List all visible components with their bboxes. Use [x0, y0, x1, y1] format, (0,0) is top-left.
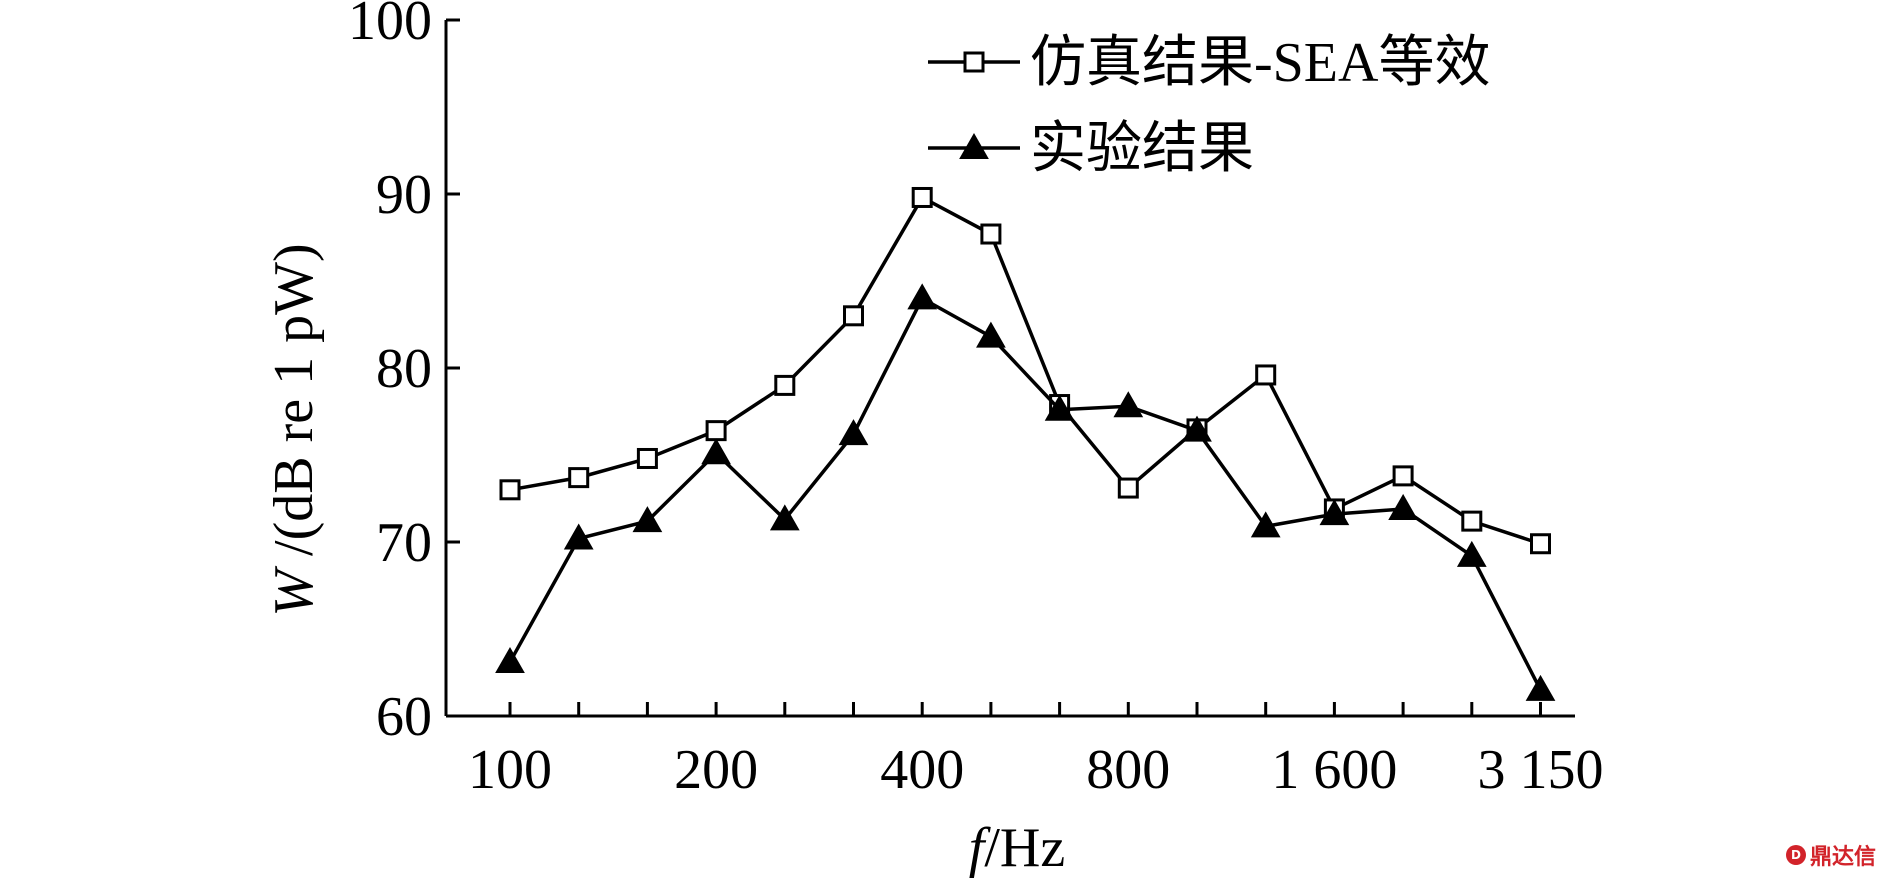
series-2 — [495, 283, 1556, 701]
data-point-square — [1461, 510, 1483, 532]
data-point-triangle — [1456, 540, 1487, 567]
x-tick-label: 3 150 — [1478, 739, 1604, 801]
y-tick-label: 70 — [376, 512, 432, 574]
data-point-square — [705, 420, 727, 442]
data-point-triangle — [632, 506, 663, 533]
legend-item-1: 仿真结果-SEA等效 — [928, 32, 1490, 94]
data-point-square — [499, 479, 521, 501]
y-axis-title: W /(dB re 1 pW) — [263, 243, 325, 616]
ticks: 60 70 80 90 100 100 200 400 800 1 600 3 150 — [348, 0, 1604, 801]
data-point-square — [1117, 477, 1139, 499]
legend-label: 实验结果 — [1030, 118, 1254, 180]
series-line — [508, 295, 1543, 691]
axes — [444, 20, 1575, 718]
data-point-triangle — [1113, 391, 1144, 418]
watermark-text: 鼎达信 — [1809, 845, 1876, 870]
legend-label: 仿真结果-SEA等效 — [1030, 32, 1490, 94]
y-tick-label: 80 — [376, 338, 432, 400]
data-point-triangle — [907, 283, 938, 310]
data-point-square — [980, 223, 1002, 245]
legend-item-2: 实验结果 — [928, 118, 1254, 180]
data-point-square — [774, 374, 796, 396]
legend-square-marker — [963, 51, 985, 73]
data-point-triangle — [495, 647, 525, 674]
data-point-square — [843, 305, 864, 327]
data-point-square — [911, 186, 933, 208]
data-point-square — [568, 467, 590, 489]
data-point-triangle — [1525, 674, 1556, 701]
x-tick-label: 1 600 — [1271, 739, 1397, 801]
data-point-triangle — [769, 504, 800, 531]
data-point-triangle — [976, 321, 1006, 348]
x-tick-label: 400 — [880, 739, 964, 801]
y-tick-label: 60 — [376, 686, 432, 748]
data-point-triangle — [1388, 493, 1418, 520]
x-tick-label: 100 — [468, 739, 552, 801]
data-point-triangle — [1044, 394, 1075, 421]
x-tick-label: 800 — [1086, 739, 1170, 801]
data-point-triangle — [1250, 511, 1281, 538]
data-point-triangle — [701, 438, 731, 465]
data-point-triangle — [563, 523, 594, 550]
y-tick-label: 100 — [348, 0, 432, 52]
legend-triangle-marker — [959, 132, 989, 159]
x-axis-title: f/Hz — [969, 817, 1065, 879]
data-point-square — [1392, 465, 1414, 487]
y-tick-label: 90 — [376, 164, 432, 226]
data-point-square — [1530, 533, 1551, 555]
data-point-triangle — [1182, 415, 1212, 442]
data-point-triangle — [1319, 499, 1350, 526]
series-1 — [499, 186, 1551, 555]
watermark: D 鼎达信 — [1785, 839, 1876, 871]
data-point-square — [1255, 364, 1277, 386]
watermark-logo-icon: D — [1785, 845, 1806, 865]
series-layer — [495, 186, 1556, 701]
data-point-square — [636, 447, 658, 469]
series-line — [509, 195, 1542, 546]
data-point-triangle — [838, 419, 869, 446]
x-tick-label: 200 — [674, 739, 758, 801]
